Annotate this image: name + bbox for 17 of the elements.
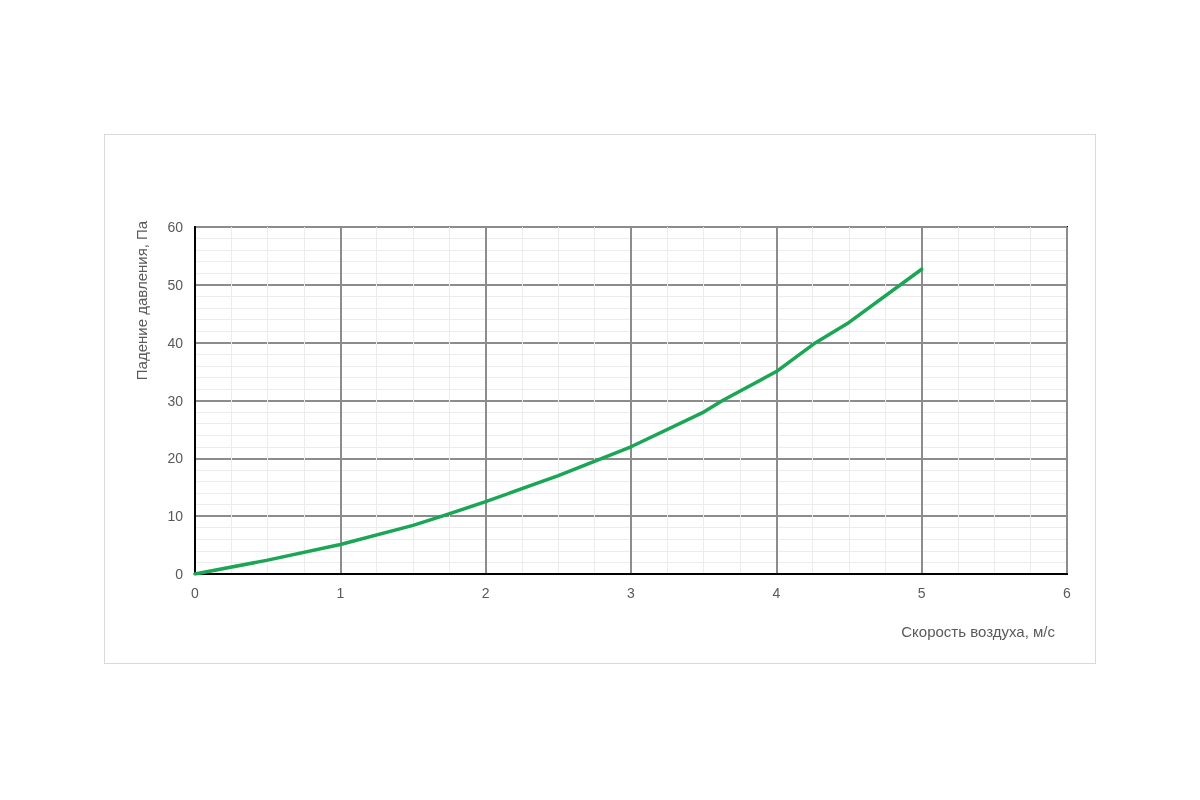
x-tick-label: 5	[917, 585, 926, 601]
y-axis-title: Падение давления, Па	[133, 220, 150, 381]
x-tick-label: 2	[481, 585, 490, 601]
x-axis-title: Скорость воздуха, м/с	[901, 623, 1056, 640]
x-tick-label: 1	[336, 585, 345, 601]
x-tick-label: 4	[772, 585, 781, 601]
x-tick-label: 3	[627, 585, 636, 601]
x-tick-label: 0	[191, 585, 200, 601]
y-tick-label: 50	[167, 276, 184, 293]
y-tick-label: 30	[167, 392, 184, 409]
x-tick-label: 6	[1063, 585, 1072, 601]
y-tick-label: 10	[167, 508, 184, 525]
y-tick-label: 60	[167, 219, 184, 235]
y-tick-label: 0	[175, 566, 184, 582]
y-tick-label: 20	[167, 450, 184, 467]
y-tick-label: 40	[167, 334, 184, 351]
line-series	[193, 267, 924, 576]
